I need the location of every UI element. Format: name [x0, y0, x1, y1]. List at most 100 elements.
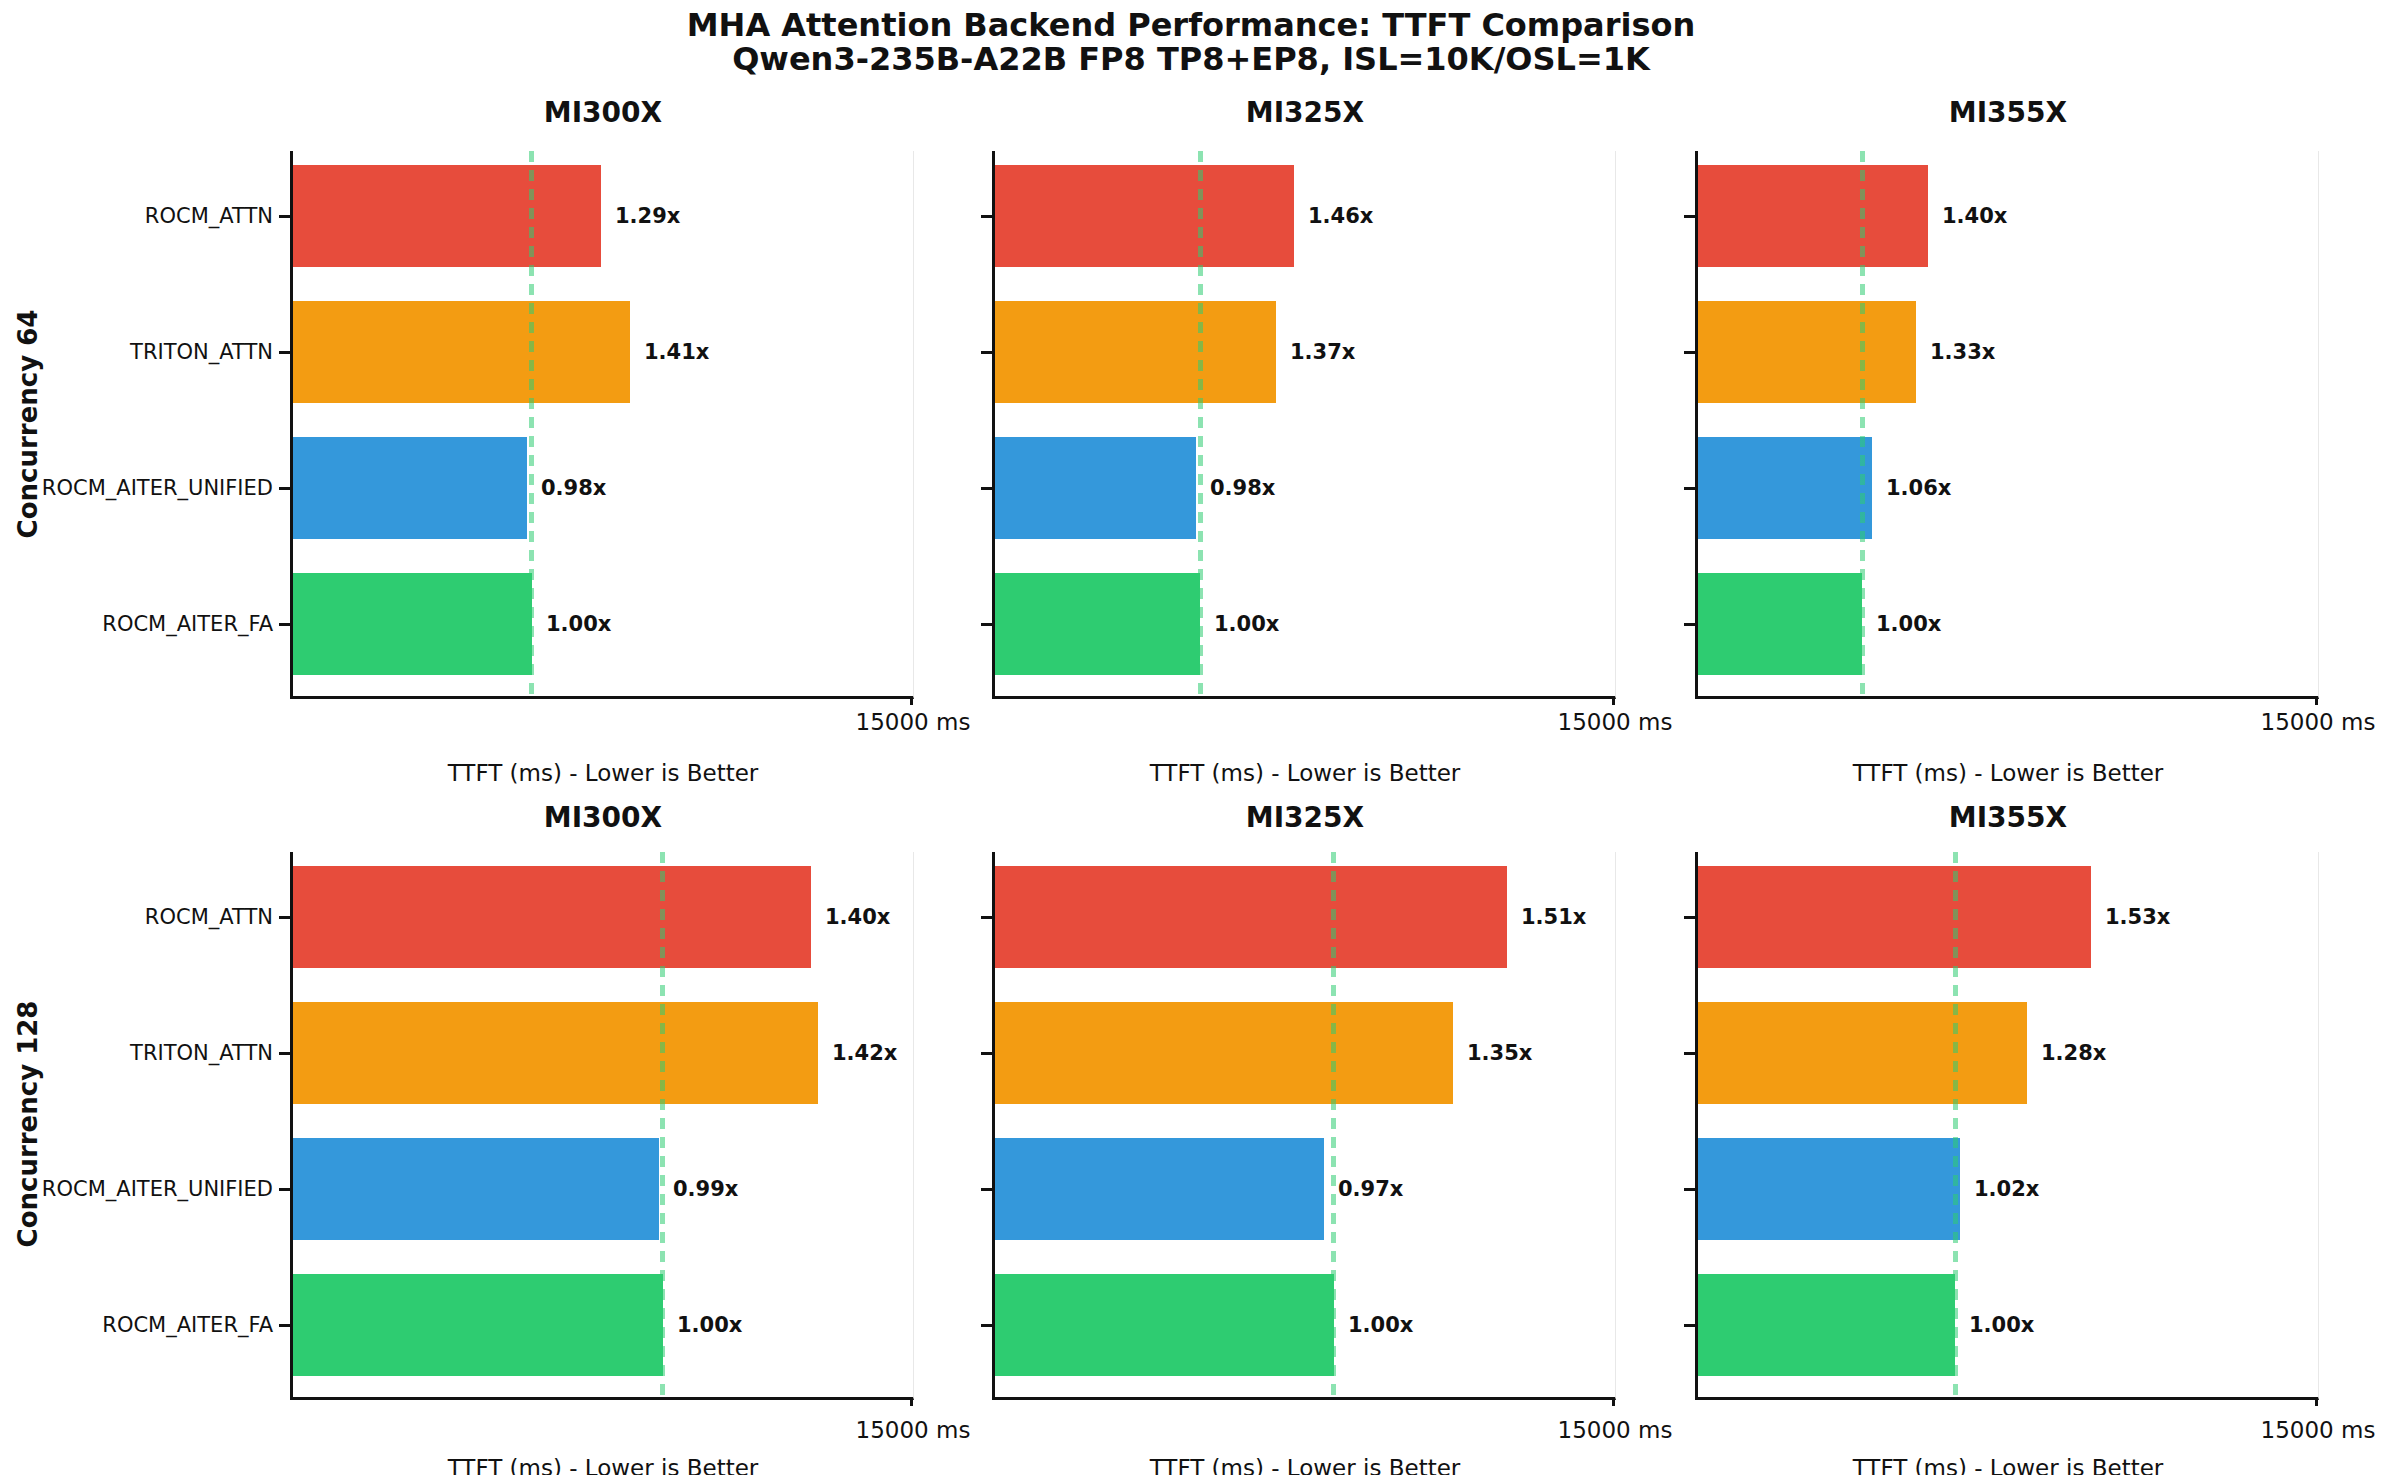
bar-ratio-label: 1.00x: [546, 610, 611, 638]
x-axis-label: TTFT (ms) - Lower is Better: [1698, 759, 2318, 787]
bar-rocm_aiter_unified: [1698, 1138, 1960, 1240]
bar-ratio-label: 0.97x: [1338, 1175, 1403, 1203]
y-axis-tick: [1684, 623, 1695, 626]
bar-ratio-label: 1.00x: [1876, 610, 1941, 638]
bar-ratio-label: 0.99x: [673, 1175, 738, 1203]
y-axis-tick: [1684, 1188, 1695, 1191]
y-axis-tick: [279, 623, 290, 626]
bar-rocm_attn: [293, 165, 601, 267]
bar-triton_attn: [293, 301, 630, 403]
bar-rocm_aiter_fa: [995, 573, 1200, 675]
panel-concurrency-128-mi325x: MI325X1.51x1.35x0.97x1.00x15000 msTTFT (…: [992, 852, 1616, 1400]
y-axis-tick: [279, 487, 290, 490]
bar-rocm_attn: [1698, 165, 1928, 267]
panel-concurrency-64-mi355x: MI355X1.40x1.33x1.06x1.00x15000 msTTFT (…: [1695, 151, 2319, 699]
y-axis-tick: [981, 1052, 992, 1055]
bar-ratio-label: 1.41x: [644, 338, 709, 366]
y-axis-tick: [981, 1188, 992, 1191]
y-axis-tick: [981, 215, 992, 218]
y-axis-tick: [279, 1188, 290, 1191]
bar-rocm_attn: [1698, 866, 2091, 968]
bar-rocm_aiter_unified: [293, 1138, 659, 1240]
y-axis-tick: [1684, 487, 1695, 490]
bar-ratio-label: 0.98x: [541, 474, 606, 502]
bar-rocm_attn: [293, 866, 811, 968]
baseline-reference-line: [660, 852, 665, 1397]
panel-concurrency-64-mi300x: MI300X1.29xROCM_ATTN1.41xTRITON_ATTN0.98…: [290, 151, 914, 699]
bar-ratio-label: 1.00x: [677, 1311, 742, 1339]
bar-ratio-label: 1.33x: [1930, 338, 1995, 366]
baseline-reference-line: [529, 151, 534, 696]
panel-title: MI355X: [1698, 800, 2318, 836]
y-axis-tick: [279, 351, 290, 354]
y-axis-tick: [981, 1324, 992, 1327]
bar-rocm_aiter_fa: [293, 1274, 663, 1376]
bar-ratio-label: 1.42x: [832, 1039, 897, 1067]
y-axis-tick-label: TRITON_ATTN: [17, 338, 273, 366]
x-axis-tick: [2315, 1397, 2318, 1406]
bar-ratio-label: 1.28x: [2041, 1039, 2106, 1067]
baseline-reference-line: [1953, 852, 1958, 1397]
bar-rocm_attn: [995, 866, 1507, 968]
row-label-concurrency: Concurrency 128: [13, 1001, 43, 1248]
panel-title: MI325X: [995, 95, 1615, 131]
panel-title: MI300X: [293, 95, 913, 131]
bar-ratio-label: 1.00x: [1969, 1311, 2034, 1339]
baseline-reference-line: [1198, 151, 1203, 696]
bar-triton_attn: [1698, 301, 1916, 403]
bar-triton_attn: [995, 1002, 1453, 1104]
bar-rocm_aiter_unified: [1698, 437, 1872, 539]
x-axis-label: TTFT (ms) - Lower is Better: [995, 1454, 1615, 1475]
x-axis-label: TTFT (ms) - Lower is Better: [995, 759, 1615, 787]
y-axis-tick: [981, 487, 992, 490]
x-axis-tick-label: 15000 ms: [1515, 708, 1715, 736]
bar-ratio-label: 1.35x: [1467, 1039, 1532, 1067]
bar-ratio-label: 1.37x: [1290, 338, 1355, 366]
bar-ratio-label: 1.00x: [1348, 1311, 1413, 1339]
panel-concurrency-128-mi355x: MI355X1.53x1.28x1.02x1.00x15000 msTTFT (…: [1695, 852, 2319, 1400]
bar-rocm_aiter_unified: [995, 437, 1196, 539]
bar-ratio-label: 1.40x: [1942, 202, 2007, 230]
x-axis-label: TTFT (ms) - Lower is Better: [293, 759, 913, 787]
panel-title: MI325X: [995, 800, 1615, 836]
y-axis-tick-label: TRITON_ATTN: [17, 1039, 273, 1067]
chart-figure: Concurrency 64MI300X1.29xROCM_ATTN1.41xT…: [0, 0, 2382, 1475]
y-axis-tick-label: ROCM_AITER_UNIFIED: [17, 474, 273, 502]
x-axis-tick-label: 15000 ms: [1515, 1416, 1715, 1444]
y-axis-tick-label: ROCM_AITER_FA: [17, 610, 273, 638]
panel-title: MI300X: [293, 800, 913, 836]
bar-ratio-label: 0.98x: [1210, 474, 1275, 502]
y-axis-tick: [981, 623, 992, 626]
x-axis-tick-label: 15000 ms: [813, 1416, 1013, 1444]
x-axis-label: TTFT (ms) - Lower is Better: [293, 1454, 913, 1475]
x-axis-tick: [910, 696, 913, 705]
bar-ratio-label: 1.40x: [825, 903, 890, 931]
bar-ratio-label: 1.00x: [1214, 610, 1279, 638]
bar-rocm_aiter_unified: [293, 437, 527, 539]
bar-rocm_aiter_unified: [995, 1138, 1324, 1240]
y-axis-tick-label: ROCM_ATTN: [17, 202, 273, 230]
y-axis-tick-label: ROCM_AITER_FA: [17, 1311, 273, 1339]
bar-ratio-label: 1.53x: [2105, 903, 2170, 931]
x-axis-tick: [1612, 696, 1615, 705]
bar-rocm_aiter_fa: [1698, 1274, 1955, 1376]
y-axis-tick: [279, 215, 290, 218]
bar-ratio-label: 1.46x: [1308, 202, 1373, 230]
y-axis-tick: [1684, 1052, 1695, 1055]
bar-ratio-label: 1.51x: [1521, 903, 1586, 931]
y-axis-tick: [1684, 1324, 1695, 1327]
x-axis-tick-label: 15000 ms: [2218, 708, 2382, 736]
y-axis-tick: [1684, 215, 1695, 218]
x-axis-tick: [910, 1397, 913, 1406]
bar-ratio-label: 1.02x: [1974, 1175, 2039, 1203]
bar-triton_attn: [995, 301, 1276, 403]
baseline-reference-line: [1860, 151, 1865, 696]
x-axis-label: TTFT (ms) - Lower is Better: [1698, 1454, 2318, 1475]
bar-rocm_aiter_fa: [995, 1274, 1334, 1376]
panel-title: MI355X: [1698, 95, 2318, 131]
bar-rocm_aiter_fa: [293, 573, 532, 675]
bar-ratio-label: 1.06x: [1886, 474, 1951, 502]
x-axis-tick-label: 15000 ms: [2218, 1416, 2382, 1444]
x-axis-tick: [2315, 696, 2318, 705]
panel-concurrency-128-mi300x: MI300X1.40xROCM_ATTN1.42xTRITON_ATTN0.99…: [290, 852, 914, 1400]
